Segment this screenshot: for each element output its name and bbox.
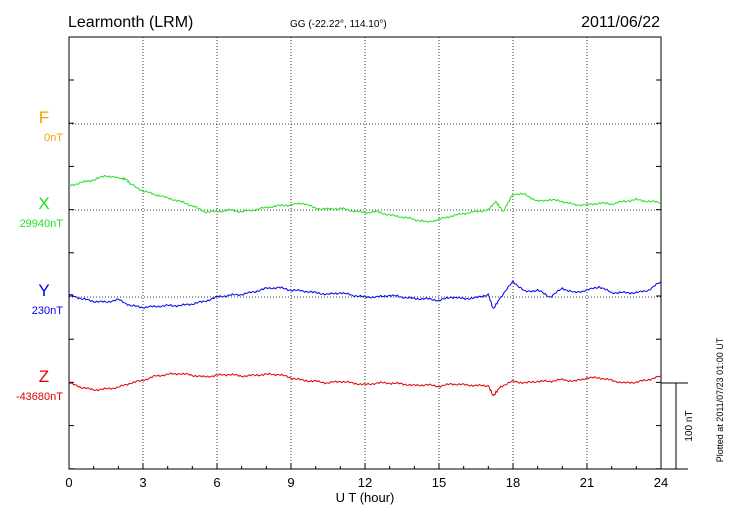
trace-Y (68, 279, 662, 309)
x-tick-label-12: 12 (358, 475, 372, 490)
trace-X (68, 175, 662, 223)
x-tick-label-15: 15 (432, 475, 446, 490)
x-tick-label-18: 18 (506, 475, 520, 490)
x-tick-label-21: 21 (580, 475, 594, 490)
scale-bar-label: 100 nT (684, 410, 695, 441)
chart-date: 2011/06/22 (581, 14, 660, 31)
series-baseline-X: 29940nT (20, 218, 64, 230)
series-baseline-Y: 230nT (32, 305, 63, 317)
x-axis-label: U T (hour) (336, 490, 395, 505)
x-tick-label-24: 24 (654, 475, 668, 490)
series-labels: F 0nT X 29940nT Y 230nT Z -43680nT (16, 108, 63, 403)
traces (68, 175, 662, 397)
x-tick-label-6: 6 (213, 475, 220, 490)
scale-bar: 100 nT (661, 382, 695, 470)
x-tick-label-9: 9 (287, 475, 294, 490)
chart-title: Learmonth (LRM) (68, 14, 193, 31)
x-tick-label-0: 0 (65, 475, 72, 490)
grid (68, 37, 662, 470)
series-baseline-F: 0nT (44, 132, 63, 144)
chart-subtitle: GG (-22.22°, 114.10°) (290, 19, 387, 30)
x-tick-labels: 0 3 6 9 12 15 18 21 24 (65, 475, 668, 490)
trace-Z (68, 372, 662, 397)
plot-frame (68, 36, 662, 470)
series-name-F: F (39, 108, 49, 127)
series-name-Y: Y (38, 281, 49, 300)
x-tick-label-3: 3 (139, 475, 146, 490)
series-name-Z: Z (39, 367, 49, 386)
plotted-note: Plotted at 2011/07/23 01:00 UT (715, 337, 725, 462)
series-baseline-Z: -43680nT (16, 391, 63, 403)
series-name-X: X (38, 194, 49, 213)
